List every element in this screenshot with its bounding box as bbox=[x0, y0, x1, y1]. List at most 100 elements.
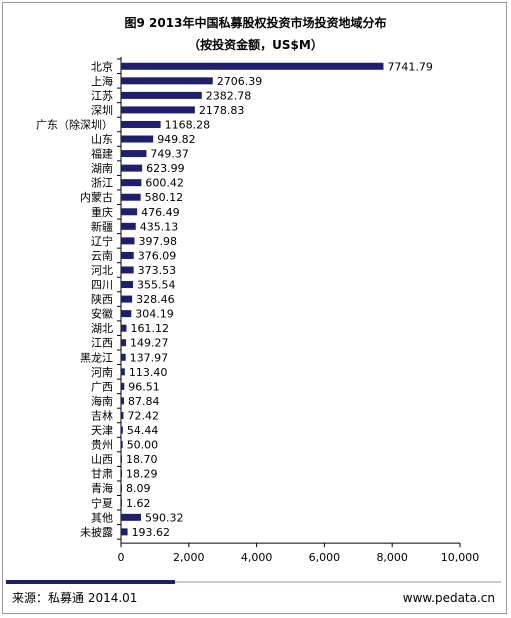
data-label: 2382.78 bbox=[206, 89, 252, 102]
data-label: 50.00 bbox=[127, 439, 159, 452]
data-label: 87.84 bbox=[128, 395, 160, 408]
x-tick-label: 8,000 bbox=[376, 551, 408, 564]
category-label: 山东 bbox=[91, 133, 113, 146]
bar bbox=[121, 222, 136, 230]
data-label: 949.82 bbox=[157, 133, 196, 146]
category-label: 内蒙古 bbox=[80, 190, 113, 204]
site-url: www.pedata.cn bbox=[402, 591, 495, 605]
bar bbox=[121, 150, 147, 158]
data-label: 137.97 bbox=[130, 351, 169, 364]
category-label: 新疆 bbox=[91, 219, 113, 233]
bar bbox=[121, 266, 134, 274]
x-tick-label: 2,000 bbox=[173, 551, 205, 564]
data-label: 18.29 bbox=[126, 468, 158, 481]
data-label: 328.46 bbox=[136, 293, 175, 306]
bar bbox=[121, 528, 128, 536]
bar bbox=[121, 426, 123, 434]
data-label: 580.12 bbox=[145, 191, 184, 204]
data-label: 113.40 bbox=[129, 366, 168, 379]
chart-subtitle: （按投资金额，US$M） bbox=[188, 38, 323, 52]
category-label: 福建 bbox=[91, 147, 113, 161]
bar bbox=[121, 164, 143, 172]
bar bbox=[121, 295, 133, 303]
bar bbox=[121, 91, 202, 99]
bar bbox=[121, 441, 123, 449]
data-label: 623.99 bbox=[146, 162, 185, 175]
data-label: 7741.79 bbox=[387, 60, 433, 73]
bar bbox=[121, 237, 135, 245]
source-note: 来源：私募通 2014.01 bbox=[12, 591, 138, 605]
data-label: 18.70 bbox=[126, 453, 158, 466]
category-label: 广东（除深圳） bbox=[36, 117, 113, 131]
category-label: 四川 bbox=[91, 279, 113, 292]
category-label: 安徽 bbox=[91, 307, 113, 321]
category-label: 江西 bbox=[91, 337, 113, 350]
category-label: 宁夏 bbox=[91, 496, 113, 510]
category-label: 江苏 bbox=[91, 89, 113, 102]
bar bbox=[121, 310, 132, 318]
data-label: 1168.28 bbox=[165, 118, 211, 131]
category-label: 贵州 bbox=[91, 439, 113, 452]
data-label: 304.19 bbox=[135, 308, 174, 321]
category-label: 河北 bbox=[91, 264, 113, 277]
category-label: 湖南 bbox=[91, 162, 113, 175]
category-label: 深圳 bbox=[91, 104, 113, 117]
category-label: 天津 bbox=[91, 424, 113, 437]
bar bbox=[121, 193, 141, 201]
x-tick-label: 6,000 bbox=[309, 551, 341, 564]
bar bbox=[121, 368, 125, 376]
category-label: 北京 bbox=[91, 59, 113, 73]
bar bbox=[121, 499, 122, 507]
category-label: 陕西 bbox=[91, 292, 113, 306]
category-label: 湖北 bbox=[91, 322, 113, 335]
bar bbox=[121, 484, 122, 492]
footer-accent-bar bbox=[6, 580, 175, 584]
bar bbox=[121, 281, 134, 289]
bar bbox=[121, 397, 124, 405]
category-label: 山西 bbox=[91, 453, 113, 466]
data-label: 161.12 bbox=[130, 322, 169, 335]
category-label: 海南 bbox=[91, 394, 113, 408]
footer-divider bbox=[175, 581, 501, 583]
category-label: 青海 bbox=[91, 481, 113, 495]
data-label: 1.62 bbox=[126, 497, 151, 510]
category-label: 吉林 bbox=[91, 408, 113, 422]
category-label: 辽宁 bbox=[91, 234, 113, 248]
data-label: 590.32 bbox=[145, 511, 184, 524]
data-label: 193.62 bbox=[132, 526, 171, 539]
category-label: 云南 bbox=[91, 249, 113, 262]
data-label: 8.09 bbox=[126, 482, 151, 495]
category-label: 浙江 bbox=[91, 177, 113, 190]
data-label: 376.09 bbox=[138, 249, 177, 262]
category-label: 未披露 bbox=[80, 525, 113, 539]
category-label: 其他 bbox=[91, 511, 113, 524]
category-label: 甘肃 bbox=[91, 468, 113, 481]
data-label: 600.42 bbox=[145, 177, 184, 190]
category-label: 河南 bbox=[91, 366, 113, 379]
data-label: 54.44 bbox=[127, 424, 159, 437]
bar bbox=[121, 382, 125, 390]
chart-title: 图9 2013年中国私募股权投资市场投资地域分布 bbox=[124, 16, 387, 30]
x-tick-label: 4,000 bbox=[241, 551, 273, 564]
bar bbox=[121, 339, 127, 347]
bar bbox=[121, 62, 384, 70]
category-label: 黑龙江 bbox=[80, 351, 113, 364]
bar bbox=[121, 513, 142, 521]
bar bbox=[121, 135, 154, 143]
x-tick-label: 0 bbox=[118, 551, 125, 564]
x-tick-label: 10,000 bbox=[441, 551, 480, 564]
bar bbox=[121, 353, 126, 361]
data-label: 373.53 bbox=[138, 264, 177, 277]
bar bbox=[121, 251, 134, 259]
data-label: 72.42 bbox=[127, 409, 159, 422]
bar bbox=[121, 106, 195, 114]
data-label: 96.51 bbox=[128, 380, 160, 393]
data-label: 749.37 bbox=[150, 148, 189, 161]
bar bbox=[121, 324, 127, 332]
data-label: 397.98 bbox=[138, 235, 177, 248]
data-label: 435.13 bbox=[140, 220, 179, 233]
category-label: 广西 bbox=[91, 380, 113, 393]
category-label: 重庆 bbox=[91, 205, 113, 219]
data-label: 2178.83 bbox=[199, 104, 245, 117]
